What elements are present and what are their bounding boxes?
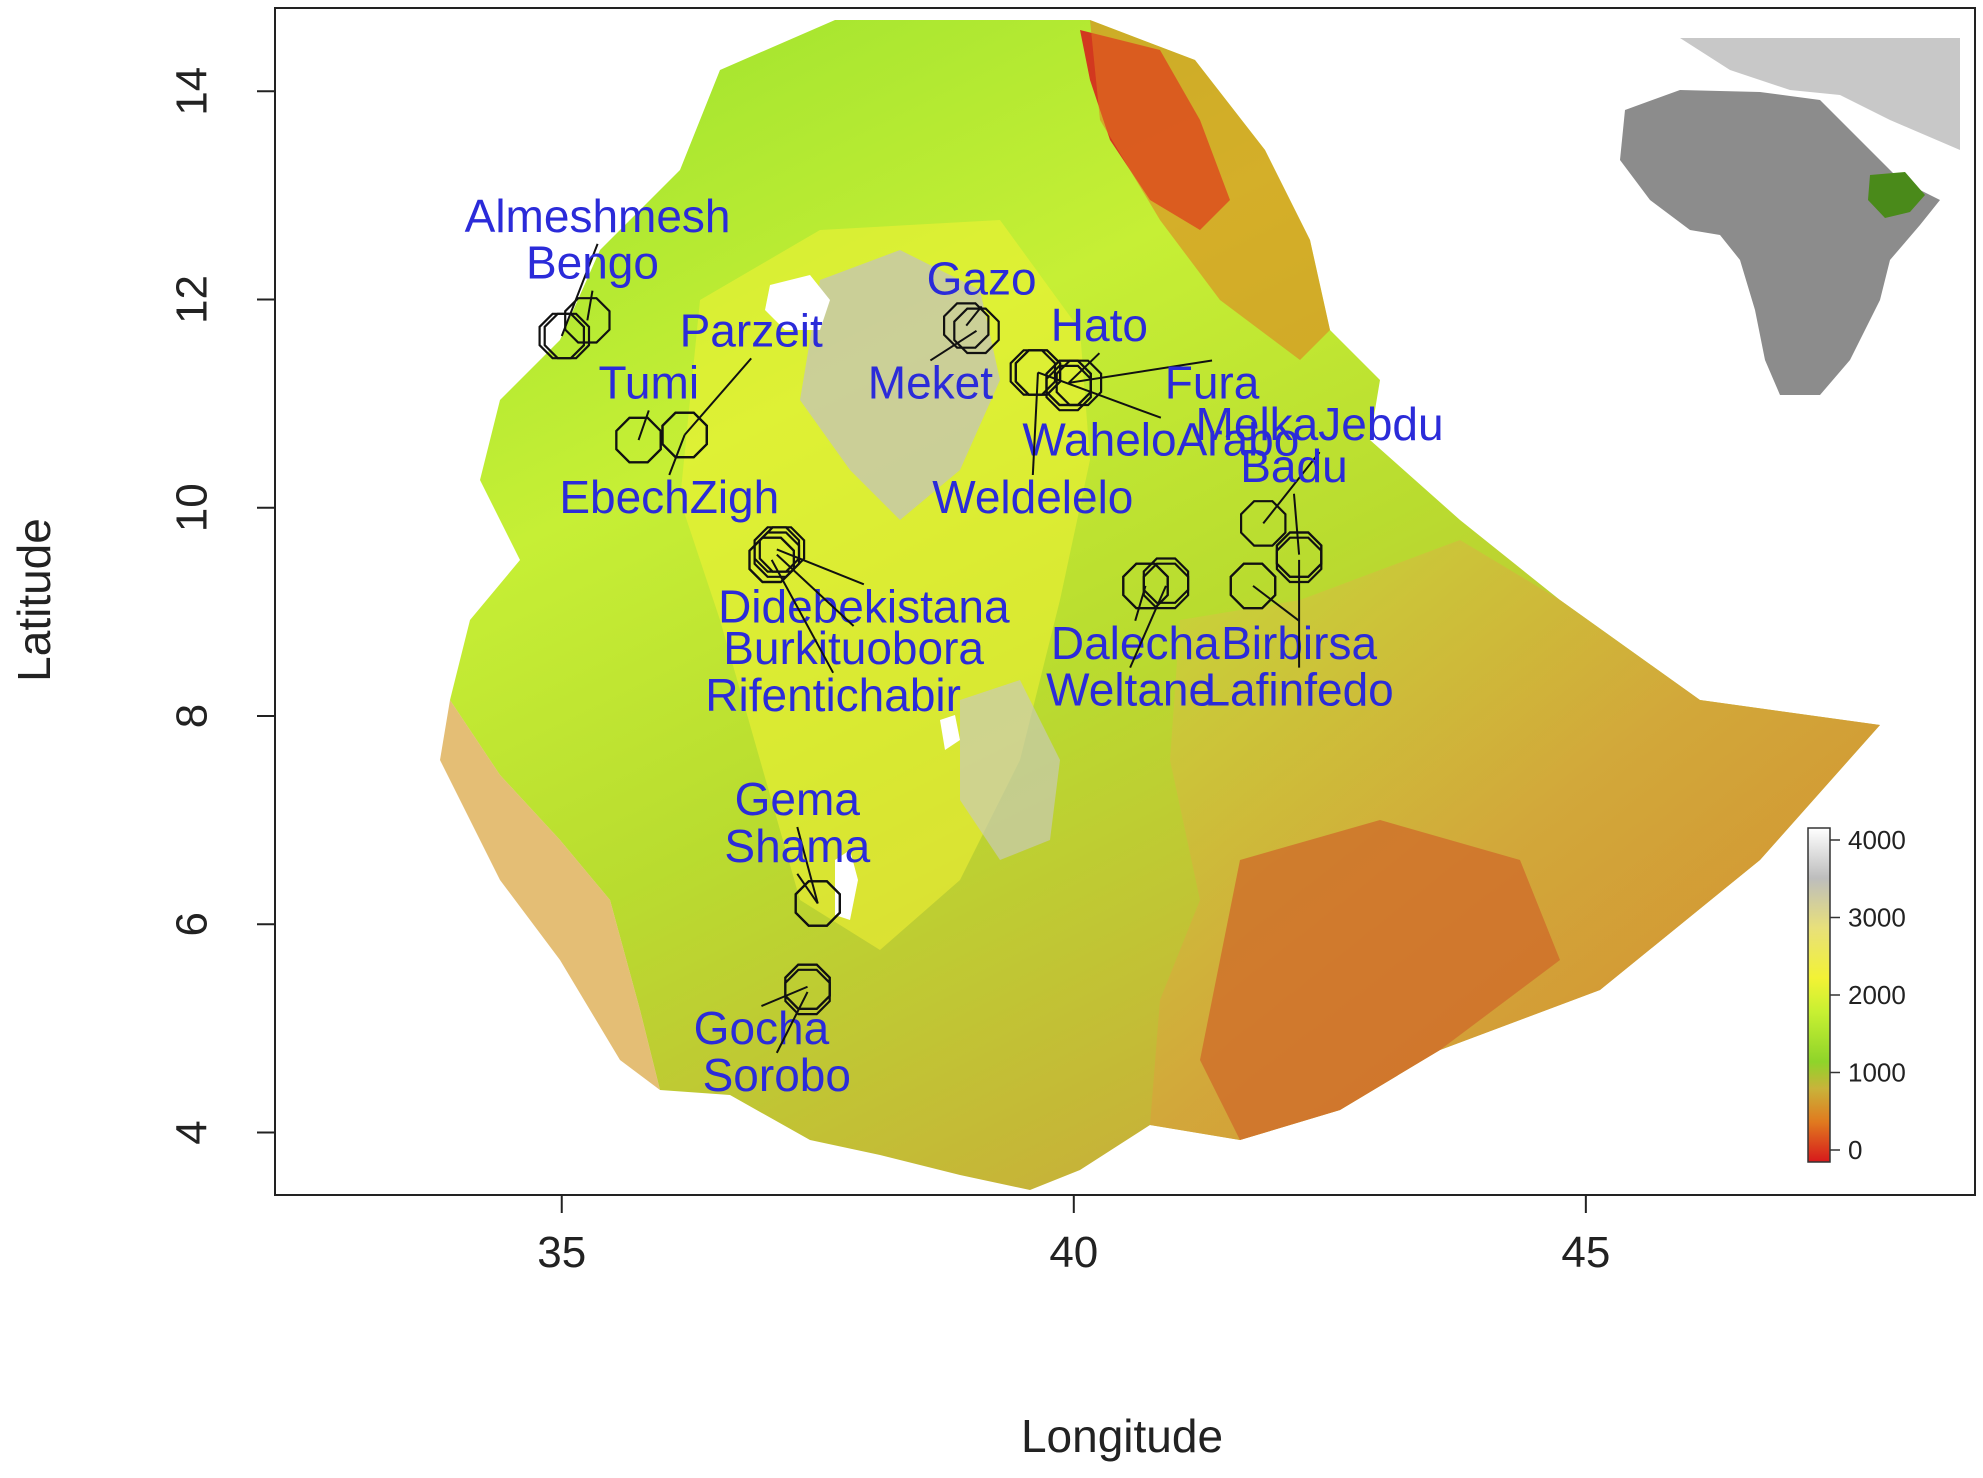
site-label: Parzeit	[680, 304, 823, 356]
site-label: Gocha	[694, 1002, 830, 1054]
legend-tick-label: 3000	[1848, 903, 1906, 933]
southern-highlands	[960, 680, 1060, 860]
elevation-raster	[440, 20, 1880, 1190]
x-tick-label: 45	[1561, 1228, 1610, 1277]
site-label: MelkaJebdu	[1196, 398, 1444, 450]
plot-frame	[274, 7, 1976, 1196]
site-leader-line	[776, 548, 865, 586]
site-leader-line	[1262, 451, 1321, 525]
site-label: Meket	[868, 356, 993, 408]
site-marker	[943, 302, 990, 349]
site-marker	[748, 536, 795, 584]
site-label: Bengo	[526, 237, 659, 289]
site-leader-line	[796, 826, 819, 904]
site-label: Didebekistana	[718, 580, 1010, 632]
site-label: Burkituobora	[723, 622, 984, 674]
site-label: Badu	[1240, 440, 1347, 492]
site-label: Weltane	[1046, 664, 1214, 716]
site-label: EbechZigh	[559, 471, 779, 523]
site-label: Shama	[724, 820, 870, 872]
y-tick-label: 14	[168, 67, 217, 116]
site-marker	[1055, 359, 1103, 407]
inset-other-land	[1680, 38, 1960, 150]
site-marker	[661, 411, 708, 459]
legend-colorbar	[1807, 827, 1831, 1163]
site-label: Tumi	[599, 356, 700, 408]
elevation-legend: 0 1000 2000 3000 4000	[1807, 825, 1906, 1165]
site-leader-line	[683, 357, 752, 436]
site-marker	[1275, 536, 1323, 584]
inset-africa	[1620, 90, 1940, 395]
site-label: Gazo	[927, 252, 1037, 304]
y-tick-label: 6	[168, 912, 217, 936]
site-marker	[1014, 349, 1062, 396]
site-marker	[1122, 562, 1169, 610]
site-leader-line	[770, 559, 835, 674]
legend-tick-label: 0	[1848, 1135, 1862, 1165]
afar-lowlands	[1090, 20, 1330, 360]
y-axis: 4 6 8 10 12 14	[168, 67, 275, 1145]
y-tick-label: 8	[168, 704, 217, 728]
site-marker	[953, 307, 1000, 355]
site-marker	[784, 963, 831, 1010]
site-marker	[1240, 500, 1287, 547]
site-label: Rifentichabir	[705, 669, 961, 721]
lake-ziway	[940, 715, 960, 750]
site-marker	[784, 968, 831, 1016]
site-marker	[1229, 562, 1277, 610]
x-axis: 35 40 45	[537, 1195, 1610, 1277]
site-label: WaheloArabo	[1022, 414, 1299, 466]
site-leader-line	[1129, 585, 1167, 669]
site-label: Lafinfedo	[1204, 664, 1393, 716]
site-leader-line	[1037, 371, 1162, 419]
y-axis-title: Latitude	[8, 518, 60, 682]
site-leader-line	[586, 290, 594, 321]
site-leader-line	[1031, 372, 1039, 476]
highland-peaks	[800, 250, 1000, 520]
lake-tana	[765, 275, 830, 330]
site-leader-line	[560, 243, 599, 337]
southeast-lowlands	[1200, 820, 1560, 1140]
western-lowlands	[440, 700, 660, 1090]
site-leader-line	[1252, 585, 1300, 622]
site-label: Gema	[735, 773, 861, 825]
site-marker	[1142, 562, 1190, 610]
site-leader-line	[1068, 359, 1213, 384]
inset-ethiopia	[1868, 172, 1925, 218]
site-marker	[753, 526, 801, 573]
x-tick-label: 40	[1049, 1228, 1098, 1277]
site-leader-line	[775, 991, 809, 1054]
site-marker	[794, 880, 841, 927]
africa-inset	[1620, 38, 1960, 395]
site-label: Fura	[1165, 356, 1260, 408]
site-marker	[1275, 531, 1323, 578]
site-marker	[538, 312, 585, 360]
site-marker	[564, 297, 611, 344]
site-leader-line	[637, 410, 650, 441]
site-leader-line	[776, 553, 855, 627]
site-marker	[1045, 359, 1092, 407]
site-label: Dalecha	[1051, 617, 1220, 669]
legend-tick-label: 1000	[1848, 1058, 1906, 1088]
y-tick-label: 10	[168, 483, 217, 532]
site-label: Almeshmesh	[465, 190, 731, 242]
site-leader-line	[668, 434, 686, 476]
legend-tick-label: 4000	[1848, 825, 1906, 855]
site-marker	[615, 416, 662, 464]
site-leader-line	[1292, 493, 1301, 555]
site-label: Hato	[1051, 299, 1148, 351]
y-tick-label: 4	[168, 1120, 217, 1144]
site-leader-line	[929, 329, 978, 362]
site-marker	[1142, 557, 1190, 604]
site-label: Sorobo	[703, 1049, 851, 1101]
x-tick-label: 35	[537, 1228, 586, 1277]
x-axis-title: Longitude	[1021, 1410, 1223, 1462]
site-label: Weldelelo	[932, 471, 1133, 523]
legend-tick-label: 2000	[1848, 980, 1906, 1010]
site-leader-line	[796, 873, 819, 905]
y-tick-label: 12	[168, 275, 217, 324]
